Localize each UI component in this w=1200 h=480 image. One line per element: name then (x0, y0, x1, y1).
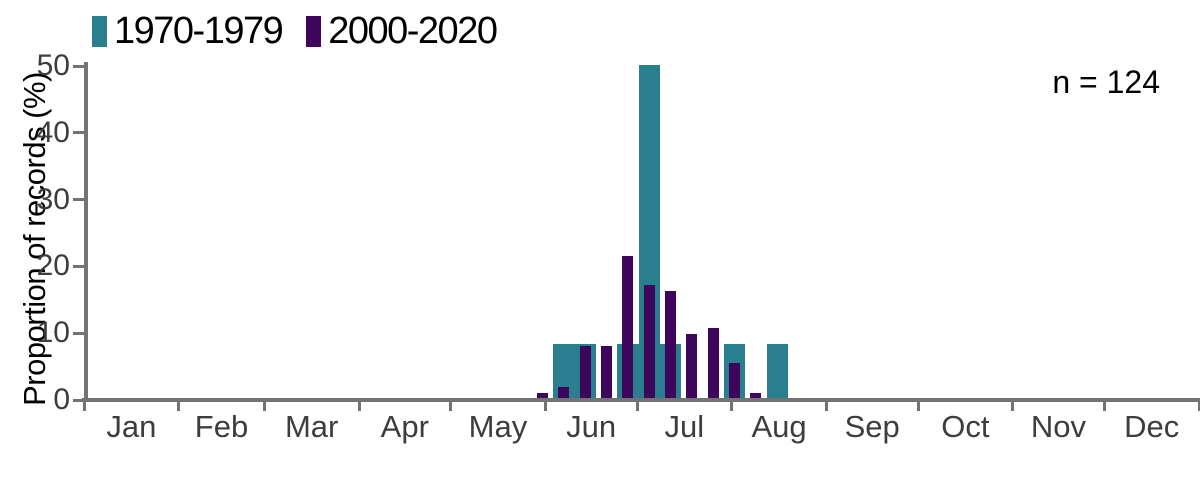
x-axis-line (82, 398, 1200, 402)
x-tick-label-jul: Jul (664, 409, 705, 444)
x-tick-label-jan: Jan (106, 409, 157, 444)
x-axis-tick (262, 400, 266, 411)
bar-2000-2020-week-Jun 24 (622, 256, 634, 399)
bar-2000-2020-week-Jul 1 (643, 285, 655, 399)
y-tick-label: 10 (36, 316, 70, 350)
y-tick-label: 30 (36, 182, 70, 216)
legend-swatch-2000-2020 (306, 15, 322, 47)
x-axis-tick (543, 400, 547, 411)
bar-2000-2020-week-May 27 (537, 392, 549, 399)
x-axis-tick (177, 400, 181, 411)
y-axis-tick (73, 131, 84, 135)
legend-label-1970-1979: 1970-1979 (114, 10, 284, 52)
y-tick-label: 20 (36, 249, 70, 283)
bar-2000-2020-week-Jul 15 (686, 333, 698, 399)
y-axis-line (84, 62, 88, 402)
y-axis-tick (73, 398, 84, 402)
x-axis-tick (357, 400, 361, 411)
bar-2000-2020-week-Jun 3 (558, 386, 570, 399)
y-tick-label: 40 (36, 115, 70, 149)
sample-size-annotation: n = 124 (1052, 64, 1160, 100)
x-tick-label-jun: Jun (566, 409, 617, 444)
y-tick-label: 50 (36, 49, 70, 82)
y-axis-tick (73, 264, 84, 268)
bar-2000-2020-week-Jul 29 (729, 362, 741, 399)
x-axis-tick (82, 400, 86, 411)
bar-2000-2020-week-Jun 17 (601, 345, 613, 399)
x-axis-tick (916, 400, 920, 411)
bar-2000-2020-week-Jul 22 (707, 327, 719, 399)
x-axis-tick (635, 400, 639, 411)
x-axis-tick (449, 400, 453, 411)
y-axis-tick (73, 64, 84, 68)
bar-1970-1979-week-Jun 3 (553, 343, 575, 399)
x-axis-tick (1197, 400, 1200, 411)
legend-swatch-1970-1979 (92, 15, 107, 47)
bar-2000-2020-week-Jul 8 (665, 291, 677, 399)
legend: 1970-1979 2000-2020 (92, 10, 498, 52)
x-tick-label-apr: Apr (380, 409, 429, 444)
x-tick-label-feb: Feb (194, 409, 249, 444)
bar-2000-2020-week-Jun 10 (579, 345, 591, 399)
y-axis-tick (73, 198, 84, 202)
bar-2000-2020-week-Aug 5 (750, 392, 762, 399)
x-axis-tick (824, 400, 828, 411)
legend-label-2000-2020: 2000-2020 (328, 10, 498, 52)
bar-1970-1979-week-Aug 12 (766, 343, 788, 399)
x-axis-tick (1102, 400, 1106, 411)
x-tick-label-sep: Sep (844, 409, 900, 444)
y-axis-tick (73, 331, 84, 335)
x-axis-tick (730, 400, 734, 411)
x-tick-label-aug: Aug (751, 409, 807, 444)
legend-item-2000-2020: 2000-2020 (306, 10, 498, 52)
y-tick-label: 0 (53, 383, 70, 416)
x-tick-label-dec: Dec (1124, 409, 1180, 444)
x-axis-tick (1011, 400, 1015, 411)
x-tick-label-nov: Nov (1030, 409, 1087, 444)
legend-item-1970-1979: 1970-1979 (92, 10, 284, 52)
x-tick-label-may: May (468, 409, 528, 444)
x-tick-label-oct: Oct (941, 409, 990, 444)
x-tick-label-mar: Mar (284, 409, 339, 444)
